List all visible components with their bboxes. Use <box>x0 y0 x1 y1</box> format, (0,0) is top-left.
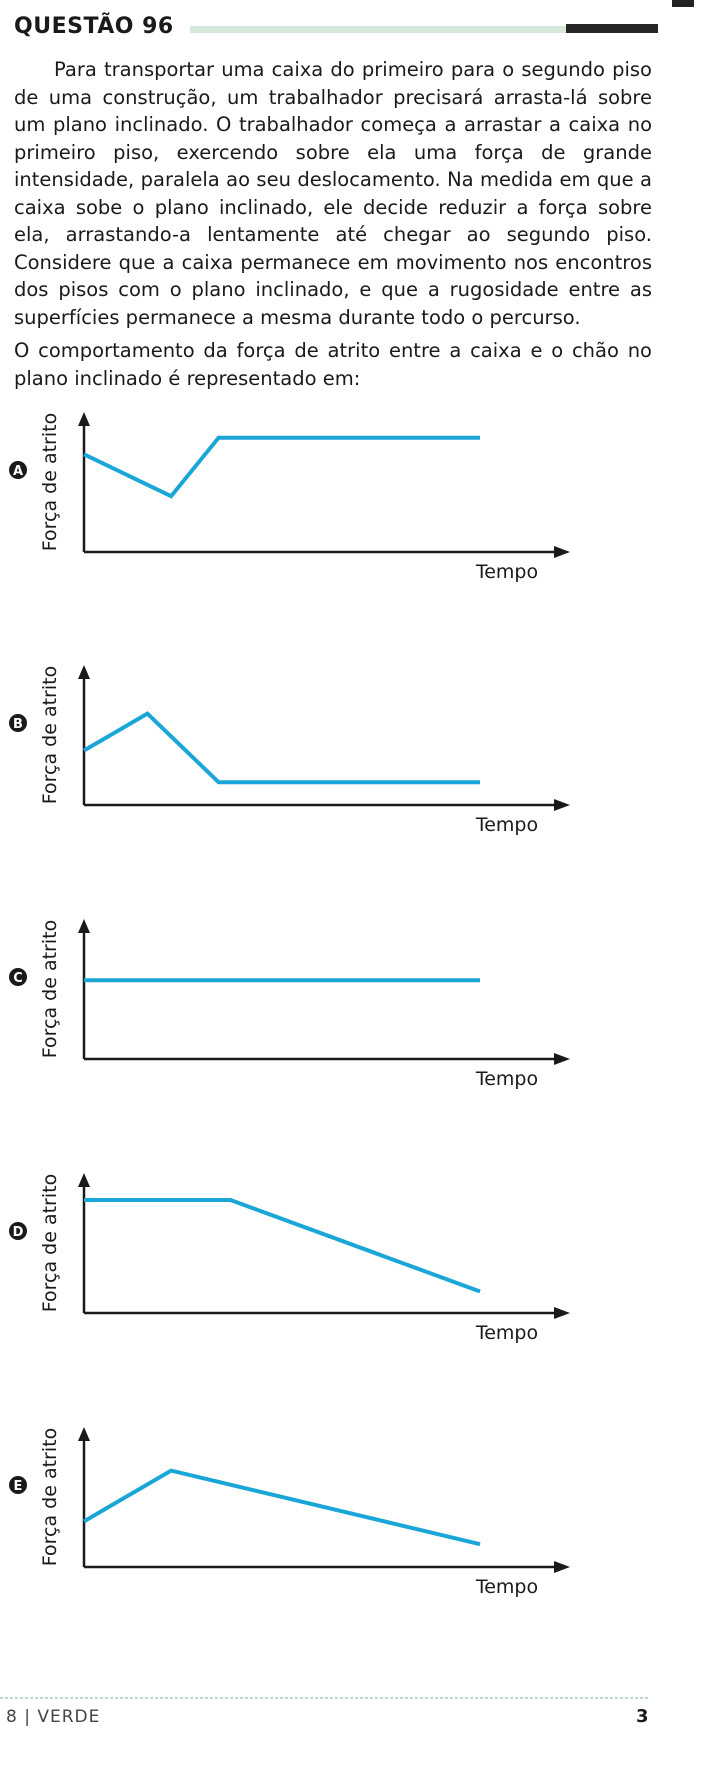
y-axis-label: Força de atrito <box>39 413 61 551</box>
y-axis-arrow <box>78 1427 90 1441</box>
question-title: QUESTÃO 96 <box>14 14 174 39</box>
corner-registration-mark <box>672 0 694 7</box>
y-axis-label: Força de atrito <box>39 1174 61 1312</box>
x-axis-arrow <box>554 1053 570 1065</box>
option-c[interactable]: Força de atrito Tempo C <box>9 919 670 1159</box>
option-e-chart: Força de atrito Tempo E <box>9 1427 570 1598</box>
option-badge <box>9 461 27 479</box>
x-axis-label: Tempo <box>475 1068 538 1090</box>
option-badge-letter: E <box>14 1479 23 1494</box>
question-header: QUESTÃO 96 <box>14 14 658 44</box>
x-axis-arrow <box>554 1307 570 1319</box>
x-axis-arrow <box>554 799 570 811</box>
option-d-chart: Força de atrito Tempo D <box>9 1173 570 1344</box>
y-axis-arrow <box>78 412 90 426</box>
statement-paragraph-1: Para transportar uma caixa do primeiro p… <box>14 58 652 329</box>
header-rule-light <box>190 26 566 33</box>
friction-force-series-line <box>84 1198 481 1294</box>
friction-force-series-line <box>82 711 480 785</box>
x-axis-label: Tempo <box>475 1576 538 1598</box>
y-axis-label: Força de atrito <box>39 1428 61 1566</box>
option-badge-letter: C <box>13 971 23 986</box>
option-e[interactable]: Força de atrito Tempo E <box>9 1427 670 1667</box>
option-a[interactable]: Força de atrito Tempo A <box>9 412 670 652</box>
option-badge <box>9 968 27 986</box>
option-badge-letter: A <box>13 464 23 479</box>
y-axis-arrow <box>78 665 90 679</box>
footer-page-label: 8 | VERDE <box>6 1707 101 1727</box>
x-axis-arrow <box>554 1561 570 1573</box>
x-axis-arrow <box>554 546 570 558</box>
option-d[interactable]: Força de atrito Tempo D <box>9 1173 670 1413</box>
option-badge <box>9 714 27 732</box>
option-badge-letter: B <box>13 717 23 732</box>
y-axis-label: Força de atrito <box>39 666 61 804</box>
friction-force-series-line <box>83 435 480 499</box>
option-badge-letter: D <box>13 1225 24 1240</box>
x-axis-label: Tempo <box>475 814 538 836</box>
x-axis-label: Tempo <box>475 561 538 583</box>
footer-divider <box>0 1697 650 1699</box>
x-axis-label: Tempo <box>475 1322 538 1344</box>
option-b[interactable]: Força de atrito Tempo B <box>9 665 670 905</box>
option-b-chart: Força de atrito Tempo B <box>9 665 570 836</box>
footer-page-number: 3 <box>636 1706 649 1727</box>
header-rule-dark <box>566 24 658 33</box>
option-a-chart: Força de atrito Tempo A <box>9 412 570 583</box>
friction-force-series-line <box>82 1468 481 1547</box>
y-axis-arrow <box>78 1173 90 1187</box>
option-c-chart: Força de atrito Tempo C <box>9 919 570 1090</box>
option-badge <box>9 1222 27 1240</box>
statement-paragraph-2: O comportamento da força de atrito entre… <box>14 339 652 390</box>
y-axis-arrow <box>78 919 90 933</box>
y-axis-label: Força de atrito <box>39 920 61 1058</box>
option-badge <box>9 1476 27 1494</box>
